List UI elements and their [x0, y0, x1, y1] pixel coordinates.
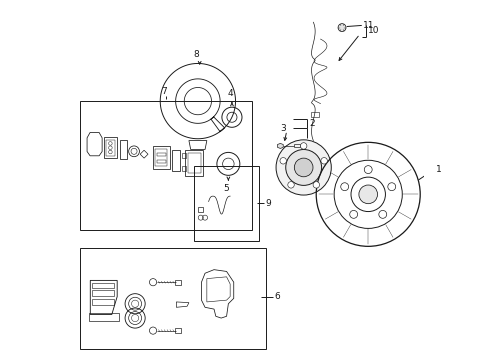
Circle shape: [378, 210, 386, 218]
Bar: [182, 153, 185, 158]
Bar: [80, 248, 265, 348]
Bar: [155, 149, 167, 166]
Text: 2: 2: [308, 119, 314, 128]
Circle shape: [285, 149, 321, 185]
Text: 11: 11: [362, 21, 373, 30]
Text: 3: 3: [280, 123, 285, 132]
Bar: [182, 166, 185, 171]
Text: 10: 10: [367, 26, 379, 35]
Bar: [92, 291, 113, 296]
Bar: [194, 166, 258, 241]
Circle shape: [340, 183, 348, 191]
Circle shape: [287, 182, 294, 188]
Circle shape: [358, 185, 377, 204]
Circle shape: [312, 182, 319, 188]
Bar: [105, 140, 115, 156]
Circle shape: [337, 24, 346, 32]
Circle shape: [300, 143, 306, 149]
Text: 9: 9: [265, 199, 270, 208]
Bar: [157, 153, 165, 156]
Text: 5: 5: [223, 184, 229, 193]
Bar: [80, 101, 251, 230]
Bar: [92, 283, 113, 288]
Bar: [310, 112, 318, 117]
Bar: [198, 207, 203, 212]
Circle shape: [276, 140, 330, 195]
Bar: [187, 153, 200, 172]
Circle shape: [294, 158, 312, 177]
Bar: [174, 280, 181, 285]
Polygon shape: [277, 143, 283, 148]
Bar: [157, 160, 165, 163]
Bar: [174, 328, 181, 333]
Circle shape: [320, 158, 326, 164]
Bar: [92, 300, 113, 305]
Text: 1: 1: [435, 165, 441, 174]
Text: 4: 4: [227, 89, 232, 98]
Circle shape: [364, 166, 371, 174]
Bar: [88, 313, 119, 321]
Circle shape: [280, 158, 286, 164]
Text: 6: 6: [273, 292, 279, 301]
Circle shape: [387, 183, 395, 191]
Circle shape: [349, 210, 357, 218]
Text: 8: 8: [193, 50, 199, 59]
Text: 7: 7: [161, 86, 166, 95]
